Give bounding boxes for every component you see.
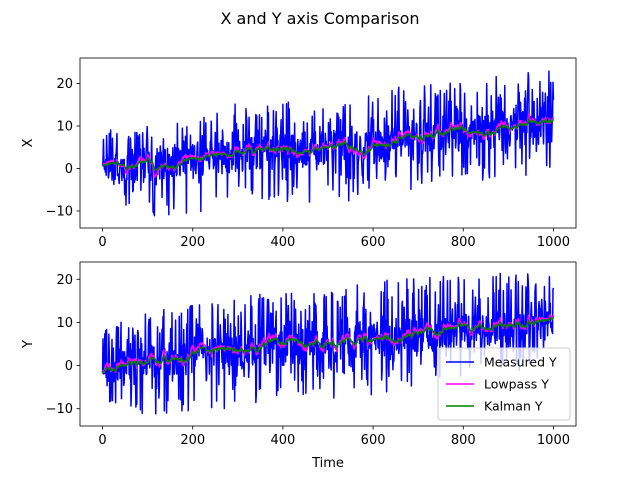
y-tick-label: −10 <box>46 205 73 220</box>
x-tick-label: 600 <box>361 235 386 250</box>
y-tick-label: 0 <box>65 162 73 177</box>
legend-label: Kalman Y <box>484 399 543 414</box>
legend-label: Lowpass Y <box>484 377 549 392</box>
y-tick-label: 20 <box>56 273 73 288</box>
x-tick-label: 1000 <box>537 433 570 448</box>
y-tick-label: 0 <box>65 359 73 374</box>
y-tick-label: 10 <box>56 120 73 135</box>
x-tick-label: 0 <box>98 235 106 250</box>
legend-box <box>437 347 571 421</box>
measured-y-line <box>101 272 555 415</box>
x-tick-label: 400 <box>270 433 295 448</box>
plot-frame <box>79 261 577 427</box>
y-tick-label: 20 <box>56 77 73 92</box>
x-tick-label: 800 <box>451 235 476 250</box>
bottom-panel: 0 200 400 600 800 1000 −10 0 10 20 Y Time Measured Y… <box>21 261 577 471</box>
x-tick-label: 1000 <box>537 235 570 250</box>
x-axis-label: Time <box>311 456 344 471</box>
top-panel: 0 200 400 600 800 1000 −10 0 10 20 X <box>21 57 577 250</box>
x-tick-label: 200 <box>180 235 205 250</box>
measured-x-line <box>101 70 555 217</box>
x-tick-label: 400 <box>270 235 295 250</box>
figure-title: X and Y axis Comparison <box>220 9 419 28</box>
y-axis-label: X <box>21 138 36 147</box>
legend-label: Measured Y <box>484 355 557 370</box>
plot-frame <box>79 57 577 229</box>
y-tick-label: 10 <box>56 316 73 331</box>
y-axis-label: Y <box>21 340 36 349</box>
legend: Measured Y Lowpass Y Kalman Y <box>437 347 571 421</box>
x-tick-label: 600 <box>361 433 386 448</box>
x-tick-label: 800 <box>451 433 476 448</box>
x-tick-label: 200 <box>180 433 205 448</box>
kalman-y-line <box>101 316 555 374</box>
kalman-x-line <box>102 118 555 171</box>
y-tick-label: −10 <box>46 402 73 417</box>
x-tick-label: 0 <box>98 433 106 448</box>
